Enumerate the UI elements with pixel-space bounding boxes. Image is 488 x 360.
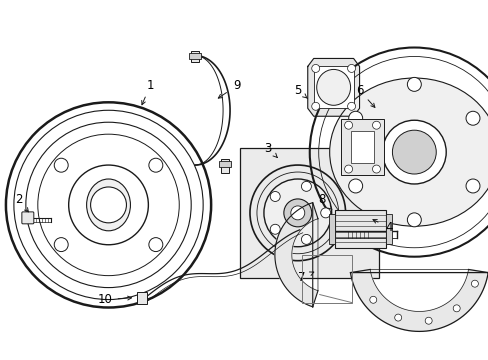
- Bar: [334, 210, 386, 248]
- Text: 9: 9: [233, 79, 240, 92]
- Circle shape: [311, 64, 319, 72]
- Ellipse shape: [86, 179, 130, 231]
- Circle shape: [320, 208, 330, 218]
- Bar: [350, 131, 374, 163]
- Circle shape: [347, 102, 355, 110]
- Circle shape: [407, 77, 421, 91]
- Circle shape: [290, 206, 304, 220]
- Circle shape: [54, 238, 68, 252]
- Circle shape: [465, 111, 479, 125]
- Text: 7: 7: [297, 271, 305, 284]
- Text: 8: 8: [317, 193, 325, 206]
- Circle shape: [270, 224, 280, 234]
- Circle shape: [270, 192, 280, 202]
- Text: 6: 6: [355, 84, 363, 97]
- Ellipse shape: [329, 78, 488, 226]
- Bar: [137, 292, 147, 303]
- Circle shape: [452, 305, 459, 312]
- Circle shape: [54, 158, 68, 172]
- Circle shape: [465, 179, 479, 193]
- Circle shape: [311, 102, 319, 110]
- Bar: [301, 255, 351, 302]
- Bar: [328, 214, 334, 244]
- Text: 10: 10: [98, 293, 113, 306]
- Text: 1: 1: [146, 79, 154, 92]
- Circle shape: [369, 296, 376, 303]
- Bar: [313, 67, 353, 108]
- Circle shape: [347, 64, 355, 72]
- Bar: [386, 214, 392, 244]
- Circle shape: [90, 187, 126, 223]
- Circle shape: [264, 179, 331, 247]
- Text: 2: 2: [15, 193, 22, 206]
- Polygon shape: [274, 203, 317, 307]
- Bar: [191, 50, 199, 62]
- Circle shape: [301, 181, 311, 191]
- Circle shape: [470, 280, 477, 287]
- Circle shape: [425, 317, 431, 324]
- Bar: [189, 54, 201, 59]
- Text: 3: 3: [264, 141, 271, 155]
- Text: 4: 4: [385, 221, 392, 234]
- Circle shape: [392, 130, 435, 174]
- Polygon shape: [350, 270, 487, 332]
- Polygon shape: [307, 58, 359, 116]
- Circle shape: [348, 111, 362, 125]
- Bar: [219, 161, 230, 167]
- Bar: [240, 148, 379, 278]
- Circle shape: [148, 158, 163, 172]
- Circle shape: [344, 121, 352, 129]
- Circle shape: [394, 314, 401, 321]
- Text: 5: 5: [293, 84, 301, 97]
- Circle shape: [344, 165, 352, 173]
- Circle shape: [372, 121, 380, 129]
- Bar: [340, 119, 384, 175]
- Circle shape: [301, 234, 311, 244]
- Circle shape: [148, 238, 163, 252]
- Circle shape: [407, 213, 421, 227]
- Circle shape: [372, 165, 380, 173]
- Ellipse shape: [316, 69, 350, 105]
- Circle shape: [348, 179, 362, 193]
- Circle shape: [382, 120, 446, 184]
- FancyBboxPatch shape: [22, 212, 34, 224]
- Circle shape: [283, 199, 311, 227]
- Bar: [221, 159, 228, 173]
